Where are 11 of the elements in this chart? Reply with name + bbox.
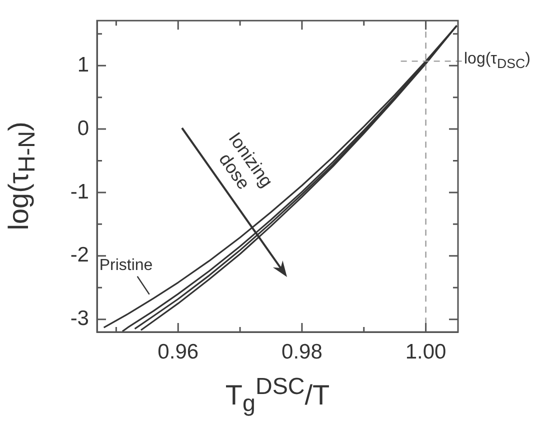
x-tick-label: 0.98	[282, 340, 322, 364]
x-tick-label: 1.00	[405, 340, 446, 364]
x-axis-title: T$_{g}$$^{DSC}$/T	[225, 373, 330, 416]
y-tick-label: -3	[70, 307, 89, 330]
x-tick-label: 0.96	[158, 340, 199, 364]
y-tick-label: -1	[70, 180, 89, 204]
y-tick-label: 1	[77, 53, 89, 76]
y-tick-label: 0	[77, 116, 89, 140]
ref-line-label: log(τ$_{DSC}$)	[464, 50, 530, 72]
y-tick-label: -2	[70, 244, 89, 267]
series-label: Pristine	[99, 257, 153, 274]
